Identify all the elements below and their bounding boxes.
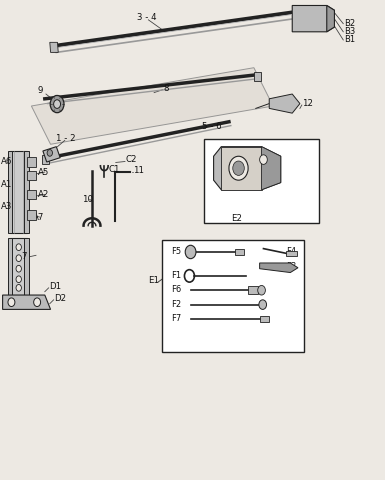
Polygon shape bbox=[235, 249, 244, 255]
Circle shape bbox=[259, 155, 267, 164]
Circle shape bbox=[233, 161, 244, 175]
Polygon shape bbox=[3, 295, 50, 310]
Polygon shape bbox=[269, 94, 300, 113]
Text: 7: 7 bbox=[22, 252, 27, 261]
Circle shape bbox=[185, 245, 196, 259]
Text: B2: B2 bbox=[344, 19, 355, 28]
Polygon shape bbox=[27, 157, 36, 167]
Polygon shape bbox=[248, 287, 258, 294]
Text: F5: F5 bbox=[171, 247, 181, 256]
Polygon shape bbox=[42, 155, 49, 164]
Polygon shape bbox=[214, 147, 281, 190]
Circle shape bbox=[258, 286, 265, 295]
Text: A1: A1 bbox=[1, 180, 12, 190]
Circle shape bbox=[50, 96, 64, 113]
Text: 12: 12 bbox=[302, 99, 313, 108]
Text: C1: C1 bbox=[109, 165, 121, 174]
Polygon shape bbox=[259, 263, 298, 273]
Text: F4: F4 bbox=[286, 248, 296, 256]
Text: B3: B3 bbox=[344, 27, 355, 36]
Polygon shape bbox=[27, 210, 36, 220]
Text: F2: F2 bbox=[171, 300, 181, 309]
Text: 9: 9 bbox=[38, 86, 43, 95]
Polygon shape bbox=[25, 152, 30, 233]
Text: B1: B1 bbox=[344, 36, 355, 45]
Text: 1 - 2: 1 - 2 bbox=[56, 134, 76, 143]
Text: A5: A5 bbox=[38, 168, 49, 177]
Text: 5 - 6: 5 - 6 bbox=[202, 122, 222, 131]
Text: F1: F1 bbox=[171, 271, 181, 280]
Circle shape bbox=[16, 265, 22, 272]
Text: 3 - 4: 3 - 4 bbox=[137, 13, 156, 22]
Circle shape bbox=[54, 100, 60, 108]
Text: A7: A7 bbox=[33, 213, 44, 222]
Polygon shape bbox=[8, 238, 12, 295]
Polygon shape bbox=[27, 170, 36, 180]
Text: F7: F7 bbox=[171, 314, 182, 323]
Text: E2: E2 bbox=[231, 214, 242, 223]
Polygon shape bbox=[10, 238, 27, 295]
Text: E1: E1 bbox=[148, 276, 159, 285]
Polygon shape bbox=[50, 42, 58, 52]
Text: A2: A2 bbox=[38, 190, 49, 199]
Polygon shape bbox=[327, 5, 335, 32]
Text: 11: 11 bbox=[133, 166, 144, 175]
Text: 8: 8 bbox=[164, 84, 169, 93]
Circle shape bbox=[8, 298, 15, 307]
Polygon shape bbox=[292, 5, 335, 32]
Polygon shape bbox=[286, 251, 297, 256]
Polygon shape bbox=[27, 190, 36, 199]
Polygon shape bbox=[10, 152, 27, 233]
Polygon shape bbox=[254, 72, 261, 81]
Text: D1: D1 bbox=[49, 282, 61, 291]
Text: F6: F6 bbox=[171, 285, 182, 294]
Polygon shape bbox=[32, 68, 273, 144]
Circle shape bbox=[259, 300, 266, 310]
Polygon shape bbox=[259, 316, 269, 323]
Text: A3: A3 bbox=[1, 202, 12, 211]
Text: 10: 10 bbox=[82, 195, 93, 204]
Polygon shape bbox=[43, 147, 60, 162]
Polygon shape bbox=[8, 152, 12, 233]
Circle shape bbox=[16, 244, 22, 251]
Text: A6: A6 bbox=[1, 156, 12, 166]
Text: F3: F3 bbox=[286, 262, 297, 271]
Circle shape bbox=[47, 150, 52, 156]
Polygon shape bbox=[261, 147, 281, 190]
Circle shape bbox=[16, 276, 22, 283]
Polygon shape bbox=[221, 147, 261, 190]
Circle shape bbox=[16, 255, 22, 262]
Polygon shape bbox=[25, 238, 30, 295]
FancyBboxPatch shape bbox=[162, 240, 304, 352]
Text: C2: C2 bbox=[126, 155, 137, 164]
Circle shape bbox=[33, 298, 40, 307]
Circle shape bbox=[229, 156, 248, 180]
Circle shape bbox=[16, 285, 22, 291]
Text: D2: D2 bbox=[54, 294, 67, 303]
FancyBboxPatch shape bbox=[204, 140, 319, 223]
